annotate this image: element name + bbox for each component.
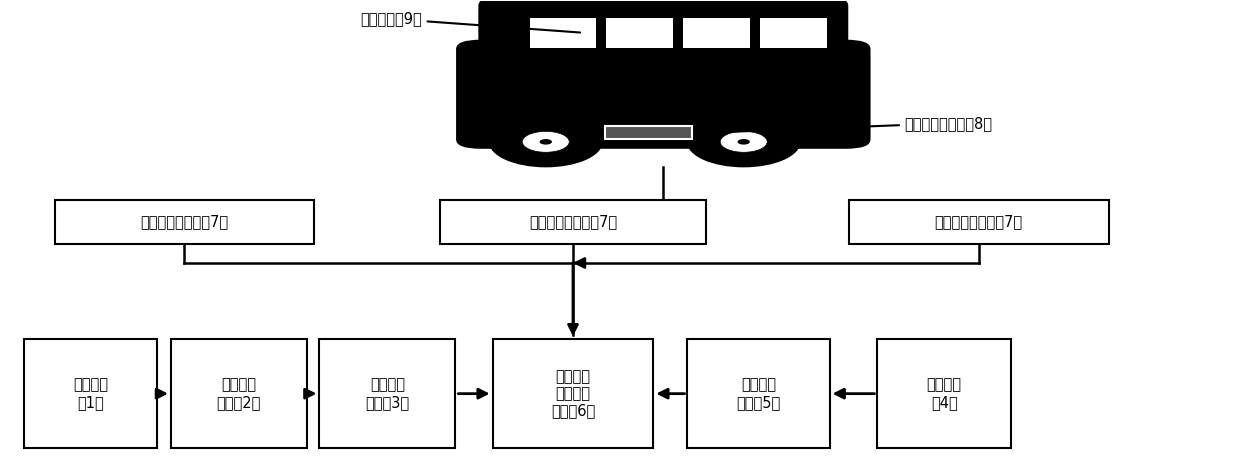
Bar [492, 339, 653, 448]
FancyBboxPatch shape [456, 40, 870, 149]
Bar [440, 200, 706, 244]
Ellipse shape [539, 139, 552, 145]
FancyBboxPatch shape [606, 18, 673, 48]
Bar [320, 339, 455, 448]
Bar [687, 339, 830, 448]
FancyBboxPatch shape [683, 18, 750, 48]
Ellipse shape [687, 116, 801, 167]
Ellipse shape [738, 139, 750, 145]
Bar [849, 200, 1109, 244]
Text: 电磁场发射单元（7）: 电磁场发射单元（7） [529, 214, 618, 229]
Bar [605, 126, 692, 140]
Text: 整流滤波
模块（2）: 整流滤波 模块（2） [217, 377, 262, 410]
Text: 电磁场接收单元（8）: 电磁场接收单元（8） [715, 116, 992, 133]
Text: 定位模块
（4）: 定位模块 （4） [926, 377, 962, 410]
Text: 电磁场发射单元（7）: 电磁场发射单元（7） [935, 214, 1023, 229]
Bar [171, 339, 308, 448]
Text: 电动汽车（9）: 电动汽车（9） [360, 11, 580, 33]
Text: 信号控制
模块（5）: 信号控制 模块（5） [737, 377, 781, 410]
Ellipse shape [522, 131, 569, 152]
Ellipse shape [489, 116, 603, 167]
Bar [24, 339, 157, 448]
FancyBboxPatch shape [479, 0, 848, 65]
FancyBboxPatch shape [529, 18, 596, 48]
Bar [878, 339, 1011, 448]
Ellipse shape [720, 131, 768, 152]
Text: 电源模块
（1）: 电源模块 （1） [73, 377, 108, 410]
Text: 发射单元
切换控制
模块（6）: 发射单元 切换控制 模块（6） [551, 369, 595, 418]
Bar [55, 200, 315, 244]
Text: 电磁场发射单元（7）: 电磁场发射单元（7） [140, 214, 228, 229]
Text: 功率震荡
模块（3）: 功率震荡 模块（3） [366, 377, 409, 410]
FancyBboxPatch shape [760, 18, 827, 48]
